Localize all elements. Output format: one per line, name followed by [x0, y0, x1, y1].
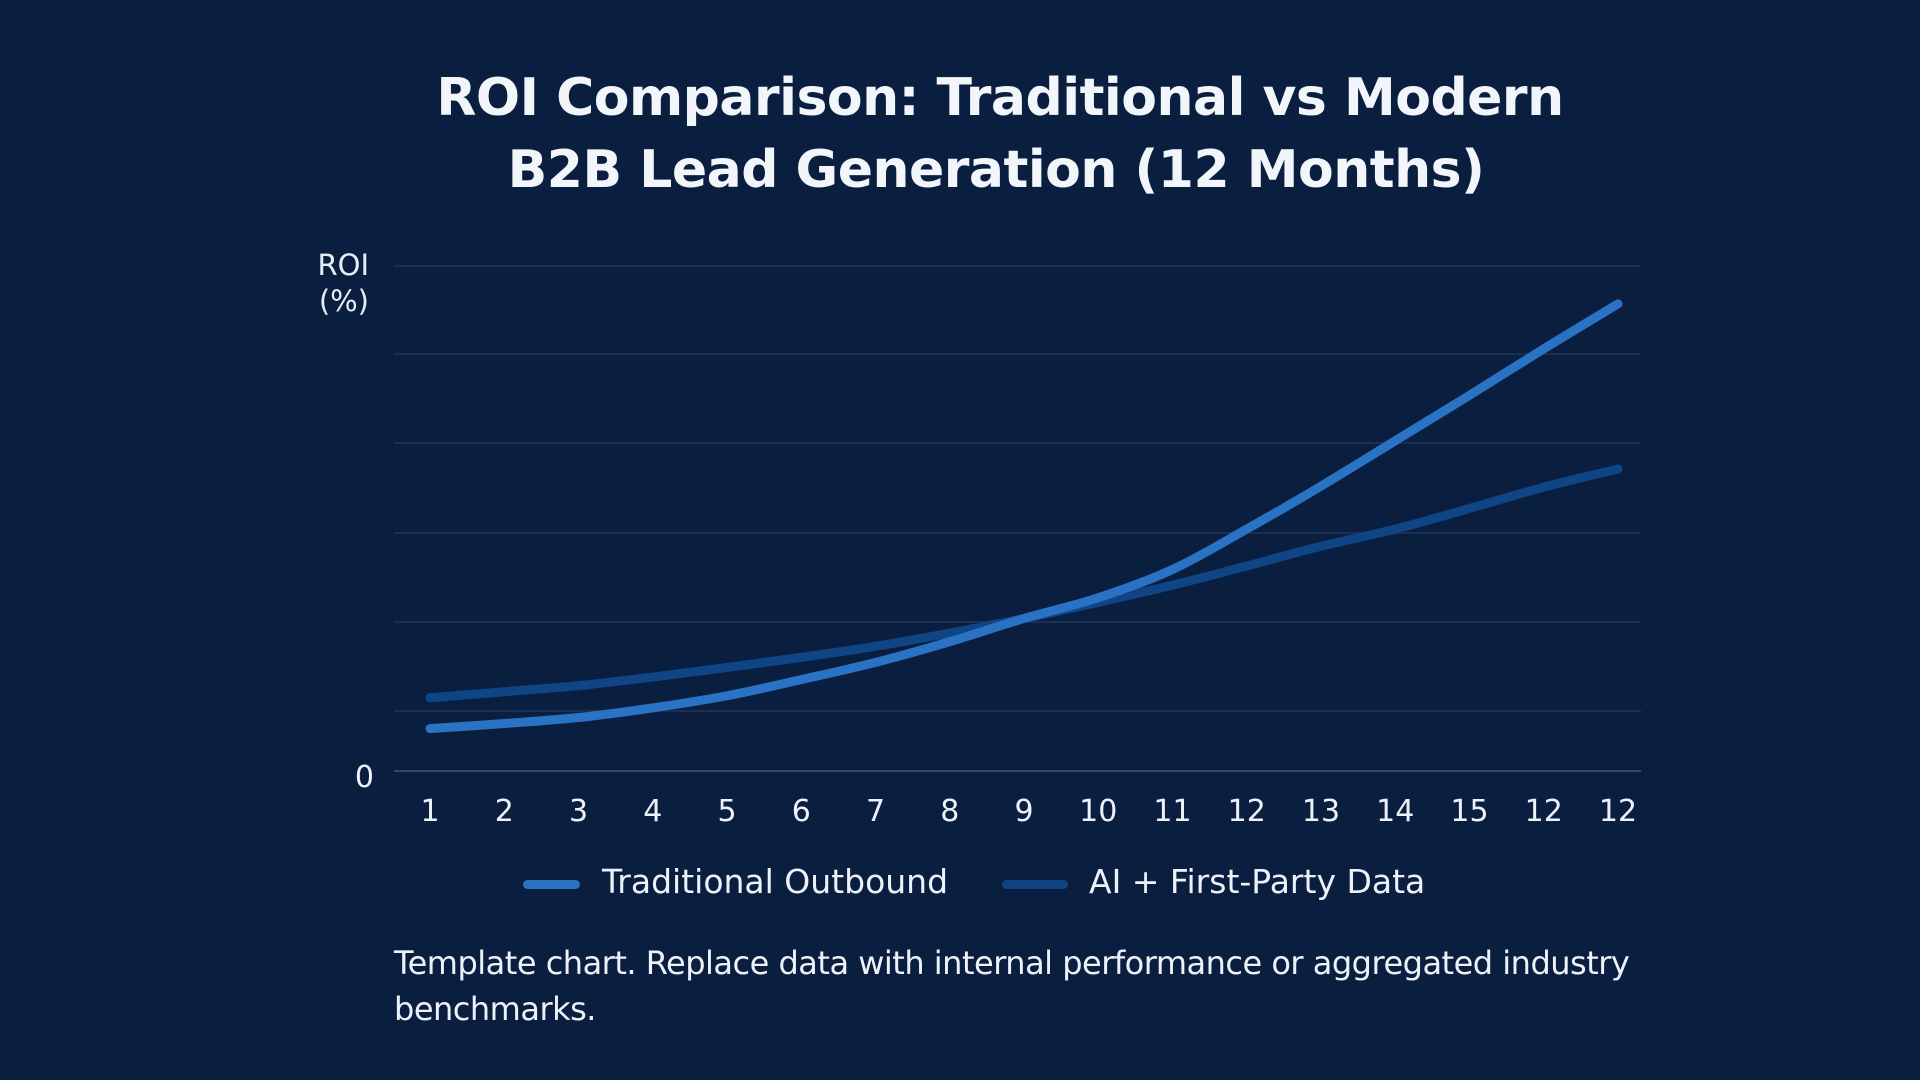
y-axis-unit: (%): [318, 284, 369, 318]
chart-title: ROI Comparison: Traditional vs Modern: [436, 68, 1564, 128]
x-tick-label: 10: [1079, 794, 1117, 829]
x-tick-label: 1: [420, 794, 439, 829]
x-tick-label: 4: [643, 794, 662, 829]
x-tick-label: 14: [1376, 794, 1414, 829]
legend-swatch-traditional: [523, 880, 580, 889]
x-tick-label: 2: [495, 794, 514, 829]
x-tick-label: 5: [717, 794, 736, 829]
legend-label-ai: AI + First-Party Data: [1089, 862, 1426, 901]
x-tick-label: 11: [1153, 794, 1191, 829]
x-tick-label: 13: [1302, 794, 1340, 829]
x-tick-label: 15: [1450, 794, 1488, 829]
legend-label-traditional: Traditional Outbound: [602, 862, 949, 901]
series-line-traditional-outbound: [425, 299, 1623, 734]
x-tick-label: 7: [866, 794, 885, 829]
footnote: Template chart. Replace data with intern…: [394, 944, 1630, 1028]
chart-title-line2: B2B Lead Generation (12 Months): [507, 140, 1485, 200]
x-tick-label: 3: [569, 794, 588, 829]
y-tick-label: 0: [355, 760, 374, 795]
legend-swatch-ai: [1002, 880, 1068, 889]
series-line-ai-first-party: [425, 464, 1623, 703]
x-tick-label: 12: [1599, 794, 1637, 829]
x-tick-label: 12: [1525, 794, 1563, 829]
y-axis-label: ROI: [317, 248, 369, 282]
x-tick-label: 8: [940, 794, 959, 829]
x-tick-label: 9: [1014, 794, 1033, 829]
x-tick-label: 12: [1228, 794, 1266, 829]
x-tick-label: 6: [792, 794, 811, 829]
